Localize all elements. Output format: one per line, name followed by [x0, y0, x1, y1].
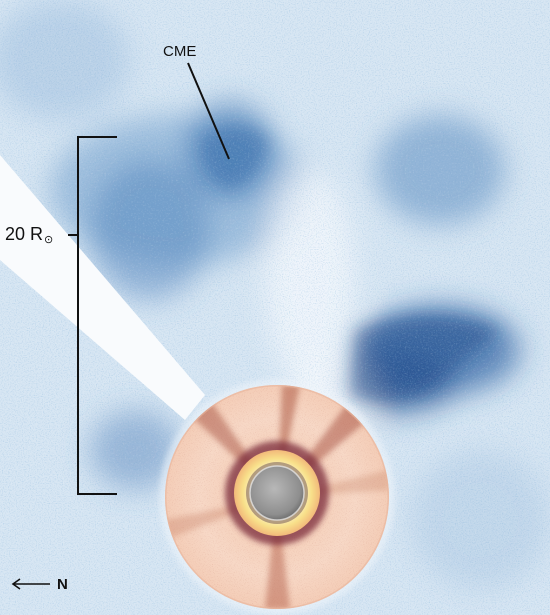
north-label: N — [57, 576, 68, 593]
sun-symbol: ⊙ — [44, 234, 54, 246]
scale-bar — [68, 136, 117, 495]
occulter-pylon — [0, 155, 205, 420]
sun-disk — [250, 466, 304, 520]
inner-coronagraph-disk — [165, 385, 389, 609]
cme-label: CME — [163, 43, 197, 60]
scale-label: 20 R⊙ — [5, 224, 54, 246]
scale-label-text: 20 R — [5, 224, 44, 244]
cme-pointer-line — [187, 62, 230, 160]
left-arrow-icon — [11, 578, 50, 590]
